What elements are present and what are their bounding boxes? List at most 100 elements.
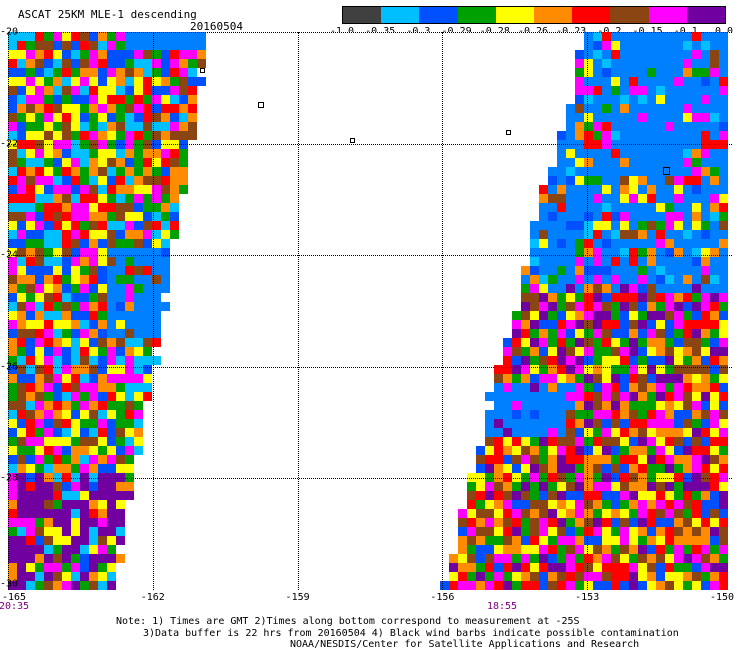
swath-pixel — [647, 41, 656, 50]
swath-pixel — [674, 77, 683, 86]
swath-pixel — [17, 167, 26, 176]
swath-pixel — [692, 77, 701, 86]
swath-pixel — [197, 32, 206, 41]
swath-pixel — [566, 311, 575, 320]
swath-pixel — [719, 329, 728, 338]
swath-pixel — [539, 581, 548, 590]
swath-pixel — [566, 122, 575, 131]
swath-pixel — [647, 185, 656, 194]
swath-pixel — [692, 275, 701, 284]
swath-pixel — [62, 419, 71, 428]
swath-map-plot — [8, 32, 732, 590]
swath-pixel — [683, 446, 692, 455]
swath-pixel — [71, 338, 80, 347]
swath-pixel — [125, 122, 134, 131]
swath-pixel — [467, 500, 476, 509]
swath-pixel — [647, 293, 656, 302]
swath-pixel — [656, 473, 665, 482]
swath-pixel — [638, 284, 647, 293]
longitude-gridline — [442, 32, 444, 590]
swath-pixel — [683, 176, 692, 185]
swath-pixel — [89, 410, 98, 419]
swath-pixel — [125, 41, 134, 50]
swath-pixel — [494, 410, 503, 419]
swath-pixel — [647, 149, 656, 158]
swath-pixel — [674, 509, 683, 518]
swath-pixel — [539, 419, 548, 428]
swath-pixel — [719, 158, 728, 167]
swath-pixel — [143, 113, 152, 122]
swath-pixel — [620, 221, 629, 230]
swath-pixel — [503, 401, 512, 410]
swath-pixel — [665, 68, 674, 77]
swath-pixel — [161, 266, 170, 275]
swath-pixel — [8, 113, 17, 122]
swath-pixel — [116, 86, 125, 95]
swath-pixel — [98, 248, 107, 257]
swath-pixel — [593, 473, 602, 482]
swath-pixel — [485, 455, 494, 464]
swath-pixel — [665, 239, 674, 248]
swath-pixel — [665, 455, 674, 464]
swath-pixel — [44, 275, 53, 284]
swath-pixel — [80, 167, 89, 176]
swath-pixel — [719, 275, 728, 284]
swath-pixel — [188, 122, 197, 131]
swath-pixel — [134, 338, 143, 347]
swath-pixel — [521, 428, 530, 437]
swath-pixel — [8, 131, 17, 140]
swath-pixel — [629, 374, 638, 383]
swath-pixel — [566, 203, 575, 212]
swath-pixel — [692, 374, 701, 383]
swath-pixel — [557, 545, 566, 554]
swath-pixel — [467, 509, 476, 518]
swath-pixel — [665, 536, 674, 545]
swath-pixel — [629, 59, 638, 68]
swath-pixel — [539, 563, 548, 572]
swath-pixel — [692, 527, 701, 536]
swath-pixel — [89, 284, 98, 293]
swath-pixel — [719, 518, 728, 527]
swath-pixel — [17, 473, 26, 482]
swath-pixel — [665, 86, 674, 95]
swath-pixel — [98, 41, 107, 50]
swath-pixel — [710, 185, 719, 194]
swath-pixel — [638, 491, 647, 500]
swath-pixel — [8, 167, 17, 176]
swath-pixel — [530, 221, 539, 230]
swath-pixel — [539, 329, 548, 338]
swath-pixel — [611, 572, 620, 581]
swath-pixel — [35, 419, 44, 428]
swath-pixel — [575, 401, 584, 410]
swath-pixel — [557, 374, 566, 383]
swath-pixel — [80, 122, 89, 131]
swath-pixel — [539, 257, 548, 266]
swath-pixel — [62, 257, 71, 266]
swath-pixel — [611, 419, 620, 428]
swath-pixel — [566, 347, 575, 356]
swath-pixel — [629, 104, 638, 113]
swath-pixel — [665, 383, 674, 392]
swath-pixel — [575, 392, 584, 401]
swath-pixel — [692, 437, 701, 446]
swath-pixel — [89, 392, 98, 401]
swath-pixel — [116, 320, 125, 329]
swath-pixel — [170, 104, 179, 113]
swath-pixel — [602, 500, 611, 509]
swath-pixel — [107, 536, 116, 545]
swath-pixel — [53, 356, 62, 365]
swath-pixel — [584, 149, 593, 158]
swath-pixel — [593, 509, 602, 518]
swath-pixel — [107, 428, 116, 437]
swath-pixel — [611, 383, 620, 392]
swath-pixel — [719, 266, 728, 275]
swath-pixel — [53, 275, 62, 284]
swath-pixel — [26, 347, 35, 356]
swath-pixel — [539, 248, 548, 257]
swath-pixel — [26, 221, 35, 230]
swath-pixel — [683, 311, 692, 320]
swath-pixel — [521, 545, 530, 554]
longitude-tick-label: -153 — [575, 592, 600, 603]
swath-pixel — [89, 500, 98, 509]
swath-pixel — [548, 482, 557, 491]
